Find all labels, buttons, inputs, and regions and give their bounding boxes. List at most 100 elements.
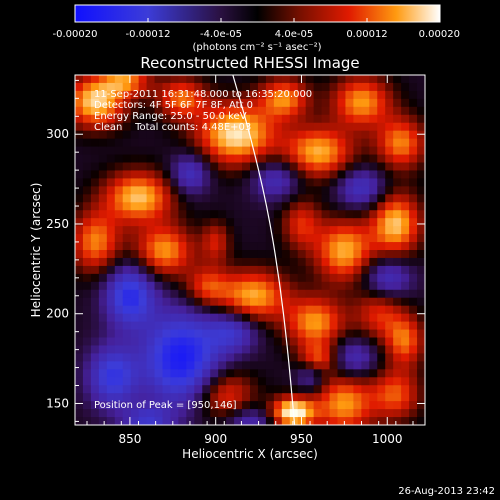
heatmap-cell bbox=[313, 305, 323, 315]
heatmap-cell bbox=[75, 162, 84, 171]
heatmap-cell bbox=[186, 122, 195, 132]
heatmap-cell bbox=[409, 377, 418, 386]
heatmap-cell bbox=[345, 305, 354, 315]
heatmap-cell bbox=[170, 369, 179, 378]
heatmap-cell bbox=[82, 361, 92, 370]
heatmap-cell bbox=[178, 305, 187, 315]
heatmap-cell bbox=[226, 162, 235, 171]
heatmap-cell bbox=[289, 122, 299, 132]
heatmap-cell bbox=[90, 75, 100, 84]
heatmap-cell bbox=[353, 226, 362, 235]
heatmap-cell bbox=[393, 186, 402, 195]
heatmap-cell bbox=[385, 130, 394, 140]
heatmap-cell bbox=[218, 82, 227, 92]
heatmap-cell bbox=[170, 226, 179, 235]
heatmap-cell bbox=[202, 146, 211, 156]
heatmap-cell bbox=[170, 178, 179, 187]
heatmap-cell bbox=[313, 273, 323, 283]
heatmap-cell bbox=[257, 369, 267, 378]
heatmap-cell bbox=[122, 345, 132, 354]
heatmap-cell bbox=[257, 210, 267, 219]
heatmap-cell bbox=[297, 369, 307, 378]
heatmap-cell bbox=[194, 329, 203, 338]
heatmap-cell bbox=[234, 154, 243, 163]
heatmap-cell bbox=[313, 98, 323, 108]
heatmap-cell bbox=[417, 170, 425, 179]
heatmap-cell bbox=[401, 353, 410, 362]
heatmap-cell bbox=[265, 98, 275, 108]
heatmap-cell bbox=[377, 202, 386, 211]
annotation-time: 11-Sep-2011 16:31:48.000 to 16:35:20.000 bbox=[94, 89, 312, 100]
heatmap-cell bbox=[234, 82, 243, 92]
heatmap-cell bbox=[162, 75, 171, 84]
heatmap-cell bbox=[257, 90, 267, 100]
heatmap-cell bbox=[138, 146, 148, 156]
heatmap-cell bbox=[321, 218, 331, 227]
heatmap-cell bbox=[146, 297, 156, 307]
heatmap-cell bbox=[329, 90, 338, 100]
heatmap-cell bbox=[210, 186, 219, 195]
heatmap-cell bbox=[369, 369, 378, 378]
heatmap-cell bbox=[281, 281, 291, 291]
heatmap-cell bbox=[234, 186, 243, 195]
heatmap-cell bbox=[98, 194, 108, 203]
heatmap-cell bbox=[273, 226, 283, 235]
heatmap-cell bbox=[178, 385, 187, 394]
heatmap-cell bbox=[114, 122, 124, 132]
heatmap-cell bbox=[98, 202, 108, 211]
heatmap-cell bbox=[186, 82, 195, 92]
heatmap-cell bbox=[313, 265, 323, 275]
heatmap-cell bbox=[289, 146, 299, 156]
heatmap-cell bbox=[417, 353, 425, 362]
heatmap-cell bbox=[265, 417, 275, 425]
heatmap-cell bbox=[82, 377, 92, 386]
heatmap-cell bbox=[313, 226, 323, 235]
heatmap-cell bbox=[273, 281, 283, 291]
heatmap-cell bbox=[210, 361, 219, 370]
heatmap-cell bbox=[154, 114, 163, 124]
heatmap-cell bbox=[138, 138, 148, 148]
heatmap-cell bbox=[178, 353, 187, 362]
heatmap-cell bbox=[218, 218, 227, 227]
heatmap-cell bbox=[106, 218, 116, 227]
heatmap-cell bbox=[122, 154, 132, 163]
colorbar-units: (photons cm⁻² s⁻¹ asec⁻²) bbox=[192, 42, 321, 53]
heatmap-cell bbox=[226, 82, 235, 92]
heatmap-cell bbox=[75, 401, 84, 410]
heatmap-cell bbox=[90, 234, 100, 243]
heatmap-cell bbox=[417, 106, 425, 116]
heatmap-cell bbox=[218, 329, 227, 338]
heatmap-cell bbox=[170, 409, 179, 418]
heatmap-cell bbox=[178, 361, 187, 370]
heatmap-cell bbox=[114, 297, 124, 307]
heatmap-cell bbox=[82, 90, 92, 100]
heatmap-cell bbox=[218, 234, 227, 243]
heatmap-cell bbox=[202, 329, 211, 338]
heatmap-cell bbox=[250, 98, 259, 108]
heatmap-cell bbox=[257, 305, 267, 315]
heatmap-cell bbox=[130, 377, 140, 386]
heatmap-cell bbox=[337, 146, 346, 156]
heatmap-cell bbox=[146, 393, 156, 402]
heatmap-cell bbox=[130, 257, 140, 267]
heatmap-cell bbox=[242, 114, 251, 124]
heatmap-cell bbox=[130, 321, 140, 331]
heatmap-cell bbox=[257, 226, 267, 235]
heatmap-cell bbox=[369, 194, 378, 203]
heatmap-cell bbox=[82, 226, 92, 235]
heatmap-cell bbox=[122, 377, 132, 386]
heatmap-cell bbox=[130, 146, 140, 156]
heatmap-cell bbox=[417, 98, 425, 108]
heatmap-cell bbox=[82, 273, 92, 283]
heatmap-cell bbox=[289, 265, 299, 275]
heatmap-cell bbox=[154, 178, 163, 187]
heatmap-cell bbox=[409, 409, 418, 418]
heatmap-cell bbox=[82, 289, 92, 299]
heatmap-cell bbox=[369, 313, 378, 323]
heatmap-cell bbox=[242, 257, 251, 267]
heatmap-cell bbox=[202, 265, 211, 275]
heatmap-cell bbox=[154, 345, 163, 354]
heatmap-cell bbox=[265, 385, 275, 394]
heatmap-cell bbox=[75, 90, 84, 100]
